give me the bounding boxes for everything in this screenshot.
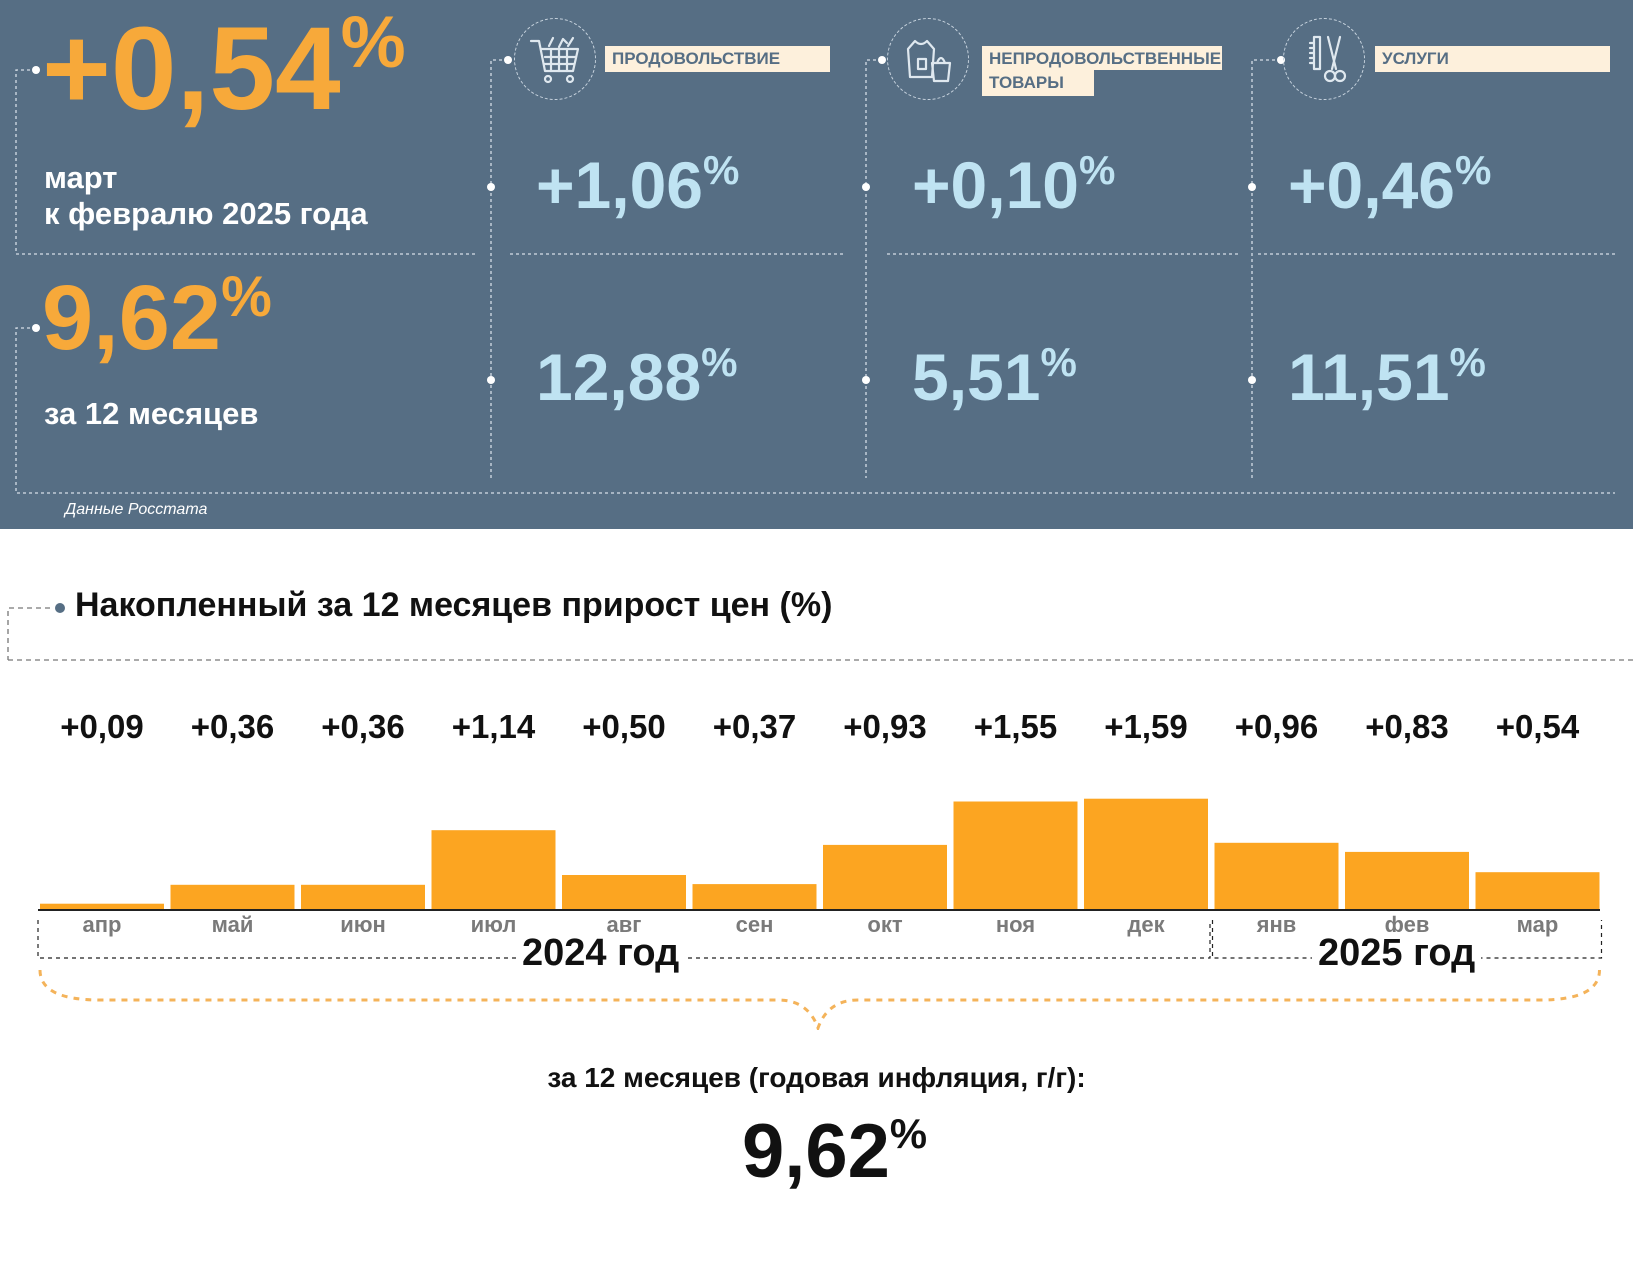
annual-inflation-value: 9,62% xyxy=(742,1109,928,1194)
annual-inflation-label: за 12 месяцев (годовая инфляция, г/г): xyxy=(547,1062,1086,1093)
shopping-cart-icon xyxy=(514,18,596,100)
bar-мар xyxy=(1475,872,1600,910)
annual-brace xyxy=(38,969,1601,1030)
category-services-annual: 11,51% xyxy=(1288,338,1486,414)
bar-янв xyxy=(1214,842,1339,910)
bar-июл xyxy=(431,830,556,910)
headline-monthly-label-line2: к февралю 2025 года xyxy=(44,196,368,231)
headline-monthly-label-line1: март xyxy=(44,160,118,195)
bar-дек xyxy=(1084,798,1208,910)
bar-июн xyxy=(301,884,425,910)
bar-chart xyxy=(37,798,1603,1030)
bar-фев xyxy=(1345,851,1469,910)
category-services-label: УСЛУГИ xyxy=(1375,46,1610,72)
source-note: Данные Росстата xyxy=(65,501,208,518)
category-services-monthly: +0,46% xyxy=(1288,146,1492,222)
summary-panel: +0,54% март к февралю 2025 года 9,62% за… xyxy=(0,0,1633,529)
category-food-monthly: +1,06% xyxy=(536,146,740,222)
clothing-bag-icon xyxy=(887,18,969,100)
category-food-label: ПРОДОВОЛЬСТВИЕ xyxy=(605,46,830,72)
category-nonfood-label-line1: НЕПРОДОВОЛЬСТВЕННЫЕ xyxy=(982,46,1222,70)
category-food-annual: 12,88% xyxy=(536,338,738,414)
category-nonfood-label-line2: ТОВАРЫ xyxy=(982,70,1094,96)
bar-май xyxy=(170,884,295,910)
bar-апр xyxy=(40,903,164,910)
headline-annual-label: за 12 месяцев xyxy=(44,396,259,431)
category-nonfood-monthly: +0,10% xyxy=(912,146,1116,222)
headline-annual-value: 9,62% xyxy=(42,265,272,369)
chart-title-connector xyxy=(7,603,1633,661)
chart-title: Накопленный за 12 месяцев прирост цен (%… xyxy=(75,586,833,624)
year-bracket-1 xyxy=(1211,920,1603,959)
category-nonfood-annual: 5,51% xyxy=(912,338,1077,414)
bar-сен xyxy=(692,884,817,910)
year-bracket-0 xyxy=(37,920,1211,959)
bar-ноя xyxy=(953,801,1078,910)
bar-авг xyxy=(562,875,686,910)
bar-окт xyxy=(823,844,947,910)
scissors-comb-icon xyxy=(1283,18,1365,100)
panel-connector-lines xyxy=(15,56,1618,494)
headline-monthly-value: +0,54% xyxy=(42,1,406,135)
